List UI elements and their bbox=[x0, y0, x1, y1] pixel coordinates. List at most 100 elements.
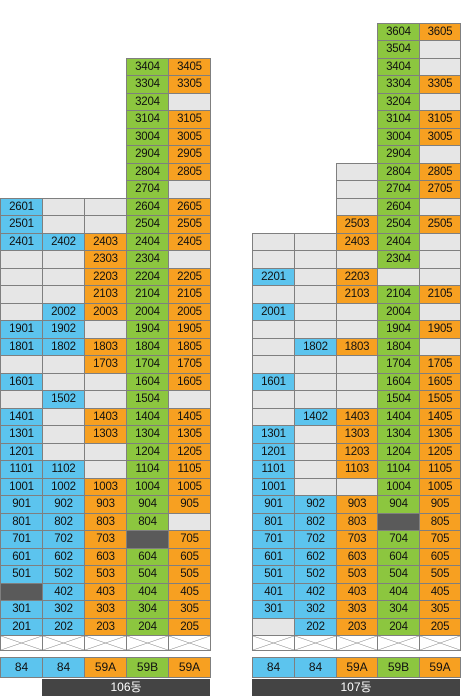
unit-107-2604: 2604 bbox=[377, 197, 420, 216]
unit-empty bbox=[336, 162, 378, 181]
unit-106-904: 904 bbox=[126, 495, 169, 514]
unit-107-901: 901 bbox=[252, 495, 295, 514]
unit-106-803: 803 bbox=[84, 512, 127, 531]
unit-106-502: 502 bbox=[42, 565, 85, 584]
unit-107-3605: 3605 bbox=[419, 22, 461, 41]
piloti-cross-icon bbox=[419, 635, 461, 651]
unit-empty bbox=[336, 320, 378, 339]
unit-empty bbox=[0, 302, 43, 321]
unit-107-805: 805 bbox=[419, 512, 461, 531]
unit-107-3304: 3304 bbox=[377, 75, 420, 94]
unit-empty bbox=[419, 57, 461, 76]
unit-107-2505: 2505 bbox=[419, 215, 461, 234]
unit-empty bbox=[294, 285, 337, 304]
unit-empty bbox=[168, 250, 211, 269]
unit-empty bbox=[294, 302, 337, 321]
unit-106-203: 203 bbox=[84, 617, 127, 636]
unit-type-label: 84 bbox=[294, 657, 337, 678]
unit-106-405: 405 bbox=[168, 582, 211, 601]
unit-106-2005: 2005 bbox=[168, 302, 211, 321]
unit-empty bbox=[0, 285, 43, 304]
unit-empty bbox=[419, 302, 461, 321]
unit-106-901: 901 bbox=[0, 495, 43, 514]
unit-empty bbox=[294, 267, 337, 286]
unit-106-2103: 2103 bbox=[84, 285, 127, 304]
unit-106-1604: 1604 bbox=[126, 372, 169, 391]
unit-106-2004: 2004 bbox=[126, 302, 169, 321]
unit-107-1904: 1904 bbox=[377, 320, 420, 339]
unit-106-304: 304 bbox=[126, 600, 169, 619]
unit-106-303: 303 bbox=[84, 600, 127, 619]
unit-empty bbox=[419, 250, 461, 269]
unit-empty bbox=[168, 512, 211, 531]
unit-107-405: 405 bbox=[419, 582, 461, 601]
piloti-cross-icon bbox=[252, 635, 295, 651]
unit-106-1901: 1901 bbox=[0, 320, 43, 339]
unit-106-1201: 1201 bbox=[0, 442, 43, 461]
unit-106-903: 903 bbox=[84, 495, 127, 514]
unit-empty bbox=[42, 285, 85, 304]
unit-empty bbox=[294, 372, 337, 391]
unit-107-605: 605 bbox=[419, 547, 461, 566]
unit-106-3005: 3005 bbox=[168, 127, 211, 146]
piloti-cross-icon bbox=[294, 635, 337, 651]
unit-107-203: 203 bbox=[336, 617, 378, 636]
building-107-name: 107동 bbox=[252, 679, 460, 696]
unit-107-1803: 1803 bbox=[336, 337, 378, 356]
unit-107-1105: 1105 bbox=[419, 460, 461, 479]
unit-106-3204: 3204 bbox=[126, 92, 169, 111]
unit-107-705: 705 bbox=[419, 530, 461, 549]
unit-empty bbox=[168, 92, 211, 111]
unit-107-504: 504 bbox=[377, 565, 420, 584]
unit-107-1104: 1104 bbox=[377, 460, 420, 479]
unit-106-2002: 2002 bbox=[42, 302, 85, 321]
unit-empty bbox=[252, 320, 295, 339]
unit-106-1305: 1305 bbox=[168, 425, 211, 444]
unit-106-501: 501 bbox=[0, 565, 43, 584]
unit-107-2304: 2304 bbox=[377, 250, 420, 269]
building-106-chart: 106동 3404 3405 3304 3305 3204 3104 3105 3004 300… bbox=[0, 0, 211, 697]
unit-107-905: 905 bbox=[419, 495, 461, 514]
unit-106-601: 601 bbox=[0, 547, 43, 566]
unit-107-1705: 1705 bbox=[419, 355, 461, 374]
unit-empty bbox=[0, 355, 43, 374]
unit-106-1002: 1002 bbox=[42, 477, 85, 496]
unit-107-903: 903 bbox=[336, 495, 378, 514]
unit-empty bbox=[294, 355, 337, 374]
unit-106-202: 202 bbox=[42, 617, 85, 636]
unit-empty bbox=[336, 355, 378, 374]
unit-106-2805: 2805 bbox=[168, 162, 211, 181]
unit-106-1405: 1405 bbox=[168, 407, 211, 426]
unit-106-702: 702 bbox=[42, 530, 85, 549]
unit-106-2904: 2904 bbox=[126, 145, 169, 164]
unit-106-1803: 1803 bbox=[84, 337, 127, 356]
unit-106-1605: 1605 bbox=[168, 372, 211, 391]
unit-106-2605: 2605 bbox=[168, 197, 211, 216]
unit-107-2105: 2105 bbox=[419, 285, 461, 304]
unit-empty bbox=[294, 477, 337, 496]
unit-107-501: 501 bbox=[252, 565, 295, 584]
unit-empty bbox=[252, 285, 295, 304]
unit-106-1904: 1904 bbox=[126, 320, 169, 339]
unit-empty bbox=[294, 442, 337, 461]
unit-empty bbox=[419, 337, 461, 356]
unit-107-503: 503 bbox=[336, 565, 378, 584]
unit-106-2905: 2905 bbox=[168, 145, 211, 164]
unit-106-2204: 2204 bbox=[126, 267, 169, 286]
piloti-cross-icon bbox=[84, 635, 127, 651]
unit-106-2501: 2501 bbox=[0, 215, 43, 234]
unit-106-2403: 2403 bbox=[84, 232, 127, 251]
unit-107-1504: 1504 bbox=[377, 390, 420, 409]
unit-type-label: 59B bbox=[377, 657, 420, 678]
unit-107-303: 303 bbox=[336, 600, 378, 619]
unit-empty bbox=[252, 250, 295, 269]
unit-107-802: 802 bbox=[294, 512, 337, 531]
unit-empty bbox=[294, 390, 337, 409]
unit-106-2104: 2104 bbox=[126, 285, 169, 304]
unit-107-302: 302 bbox=[294, 600, 337, 619]
unit-107-403: 403 bbox=[336, 582, 378, 601]
unit-empty bbox=[419, 92, 461, 111]
unit-106-1102: 1102 bbox=[42, 460, 85, 479]
unit-empty bbox=[252, 232, 295, 251]
unit-106-2003: 2003 bbox=[84, 302, 127, 321]
